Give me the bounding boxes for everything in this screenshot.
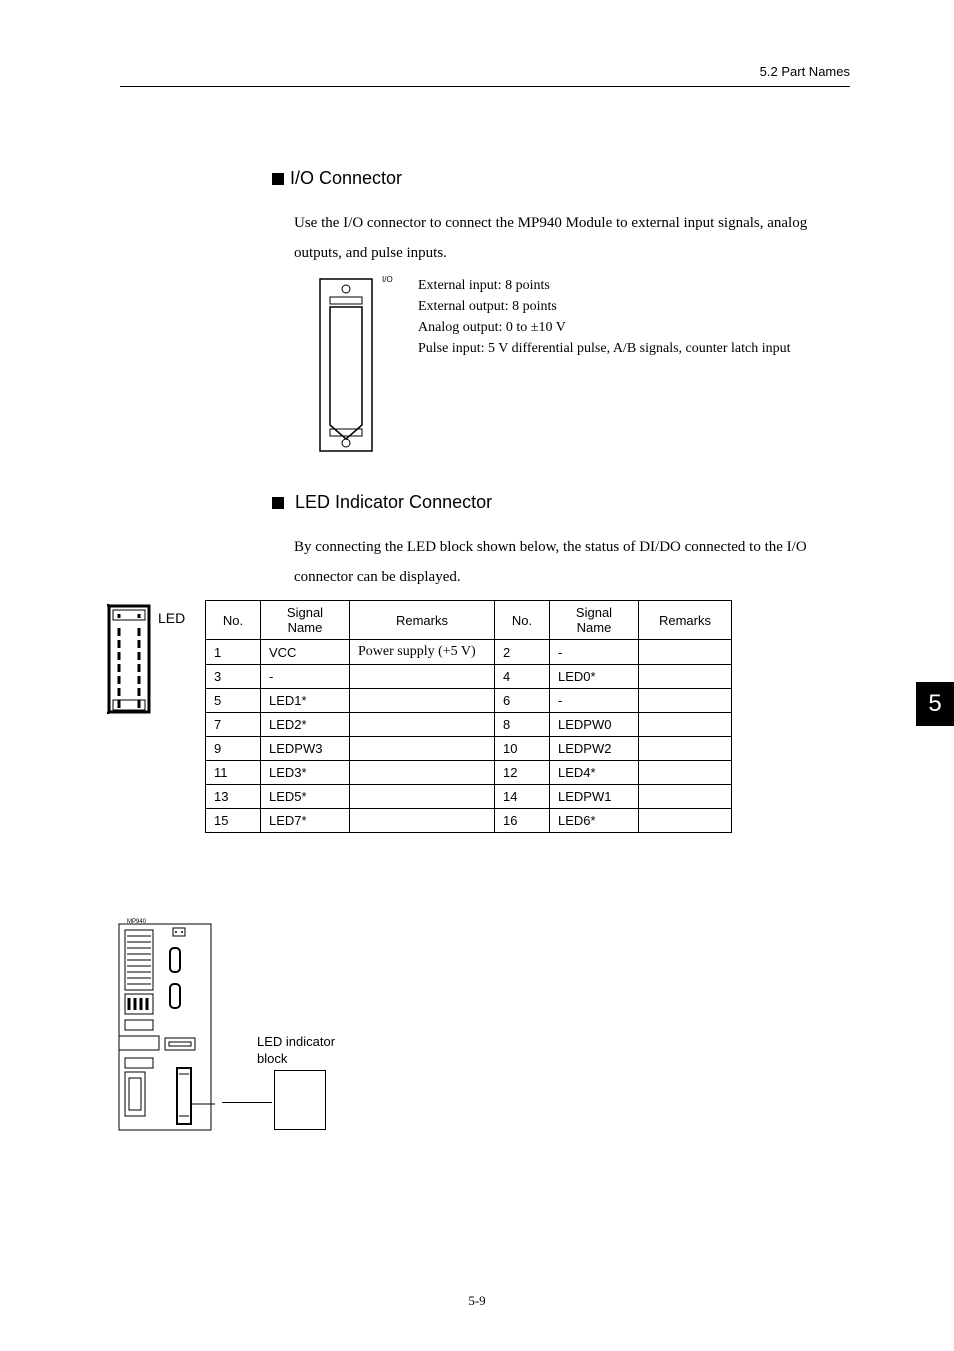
table-cell: -	[550, 640, 639, 665]
mp940-module-icon: MP940	[115, 918, 215, 1134]
th-signal: Signal Name	[261, 601, 350, 640]
table-row: 13LED5* 14LEDPW1	[206, 785, 732, 809]
section1-paragraph: Use the I/O connector to connect the MP9…	[294, 208, 854, 268]
led-label: LED	[158, 610, 185, 626]
table-cell	[639, 809, 732, 833]
table-cell: 1	[206, 640, 261, 665]
table-cell	[350, 809, 495, 833]
page-header-section: 5.2 Part Names	[760, 64, 850, 79]
section-led-connector-heading: LED Indicator Connector	[272, 492, 492, 513]
table-cell: 7	[206, 713, 261, 737]
spec-line: Pulse input: 5 V differential pulse, A/B…	[418, 338, 791, 359]
spec-line: External input: 8 points	[418, 275, 791, 296]
table-cell	[639, 713, 732, 737]
table-cell: LEDPW3	[261, 737, 350, 761]
table-cell	[350, 713, 495, 737]
table-cell: LED4*	[550, 761, 639, 785]
table-cell: LEDPW1	[550, 785, 639, 809]
table-cell: LED7*	[261, 809, 350, 833]
th-remarks: Remarks	[639, 601, 732, 640]
table-cell: LED2*	[261, 713, 350, 737]
table-cell: 9	[206, 737, 261, 761]
table-cell	[350, 785, 495, 809]
spec-line: External output: 8 points	[418, 296, 791, 317]
table-cell	[639, 737, 732, 761]
indicator-label-line1: LED indicator	[257, 1034, 335, 1049]
table-cell	[639, 665, 732, 689]
page-footer-number: 5-9	[0, 1293, 954, 1309]
th-remarks: Remarks	[350, 601, 495, 640]
table-row: 9LEDPW3 10LEDPW2	[206, 737, 732, 761]
table-cell: LED6*	[550, 809, 639, 833]
table-cell: -	[261, 665, 350, 689]
table-cell: 2	[495, 640, 550, 665]
bullet-square-icon	[272, 497, 284, 509]
table-row: 3- 4LED0*	[206, 665, 732, 689]
io-connector-icon	[316, 275, 376, 455]
table-cell: LEDPW0	[550, 713, 639, 737]
table-cell: 11	[206, 761, 261, 785]
spec-line: Analog output: 0 to ±10 V	[418, 317, 791, 338]
table-cell: Power supply (+5 V)	[350, 640, 495, 665]
table-cell	[350, 665, 495, 689]
header-rule	[120, 86, 850, 87]
indicator-label: LED indicator block	[257, 1034, 335, 1068]
table-cell: 8	[495, 713, 550, 737]
table-row: 5LED1* 6-	[206, 689, 732, 713]
table-cell: -	[550, 689, 639, 713]
table-row: 15LED7* 16LED6*	[206, 809, 732, 833]
pointer-line	[222, 1102, 272, 1103]
th-signal: Signal Name	[550, 601, 639, 640]
led-block-icon	[107, 604, 151, 714]
table-cell	[639, 689, 732, 713]
indicator-label-line2: block	[257, 1051, 287, 1066]
section2-paragraph: By connecting the LED block shown below,…	[294, 532, 854, 592]
table-cell: 5	[206, 689, 261, 713]
table-cell: LED1*	[261, 689, 350, 713]
table-cell: LED5*	[261, 785, 350, 809]
table-cell	[639, 785, 732, 809]
indicator-box-icon	[274, 1070, 326, 1130]
table-body: 1VCCPower supply (+5 V)2-3-4LED0*5LED1*6…	[206, 640, 732, 833]
table-row: 1VCCPower supply (+5 V)2-	[206, 640, 732, 665]
table-cell: 10	[495, 737, 550, 761]
table-cell: 15	[206, 809, 261, 833]
table-cell	[639, 640, 732, 665]
th-no: No.	[495, 601, 550, 640]
section2-title: LED Indicator Connector	[290, 492, 492, 512]
table-cell	[639, 761, 732, 785]
section-io-connector-heading: I/O Connector	[272, 168, 402, 189]
table-cell: 12	[495, 761, 550, 785]
table-cell	[350, 761, 495, 785]
table-cell: 4	[495, 665, 550, 689]
io-label: I/O	[382, 275, 393, 284]
table-row: 7LED2* 8LEDPW0	[206, 713, 732, 737]
table-cell: 13	[206, 785, 261, 809]
led-signal-table: No. Signal Name Remarks No. Signal Name …	[205, 600, 732, 833]
table-cell: LEDPW2	[550, 737, 639, 761]
table-cell	[350, 737, 495, 761]
table-cell: LED0*	[550, 665, 639, 689]
table-cell	[350, 689, 495, 713]
table-cell: 3	[206, 665, 261, 689]
table-cell: 14	[495, 785, 550, 809]
table-header-row: No. Signal Name Remarks No. Signal Name …	[206, 601, 732, 640]
table-cell: VCC	[261, 640, 350, 665]
section1-title: I/O Connector	[290, 168, 402, 188]
module-label: MP940	[127, 919, 147, 925]
th-no: No.	[206, 601, 261, 640]
table-cell: LED3*	[261, 761, 350, 785]
table-row: 11LED3* 12LED4*	[206, 761, 732, 785]
io-specs-list: External input: 8 points External output…	[418, 275, 791, 359]
table-cell: 6	[495, 689, 550, 713]
bullet-square-icon	[272, 173, 284, 185]
table-cell: 16	[495, 809, 550, 833]
page-tab-number: 5	[916, 682, 954, 726]
